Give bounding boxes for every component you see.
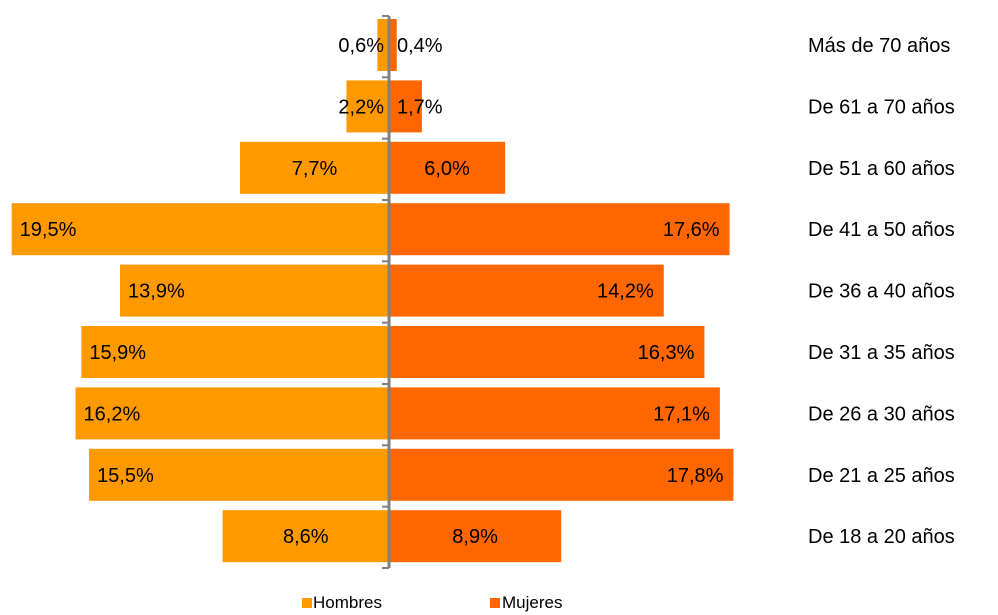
data-label-hombres-mas-de-70-anos: 0,6%: [338, 35, 384, 57]
bar-hombres-de-31-a-35-anos: [81, 326, 390, 378]
data-label-mujeres-de-31-a-35-anos: 16,3%: [638, 342, 695, 364]
data-label-mujeres-de-41-a-50-anos: 17,6%: [663, 219, 720, 241]
data-label-hombres-de-41-a-50-anos: 19,5%: [20, 219, 77, 241]
data-labels-layer: 0,6% 0,4% 2,2% 1,7% 7,7% 6,0% 19,5% 17,6% 13,9% 1…: [20, 35, 724, 548]
data-label-hombres-de-21-a-25-anos: 15,5%: [97, 465, 154, 487]
bar-mujeres-de-36-a-40-anos: [389, 264, 664, 317]
bar-mujeres-de-61-a-70-anos: [389, 80, 422, 133]
category-label-de-51-a-60-anos: De 51 a 60 años: [808, 158, 955, 180]
bar-hombres-de-61-a-70-anos: [346, 80, 389, 133]
bar-mujeres-de-18-a-20-anos: [389, 510, 562, 563]
legend-swatch-hombres: [302, 598, 312, 608]
bar-mujeres-de-51-a-60-anos: [389, 141, 506, 194]
data-label-mujeres-de-18-a-20-anos: 8,9%: [452, 526, 498, 548]
bar-hombres-de-18-a-20-anos: [222, 510, 389, 563]
category-label-de-21-a-25-anos: De 21 a 25 años: [808, 465, 955, 487]
data-label-hombres-de-51-a-60-anos: 7,7%: [292, 158, 338, 180]
data-label-mujeres-de-26-a-30-anos: 17,1%: [653, 403, 710, 425]
data-label-mujeres-de-36-a-40-anos: 14,2%: [597, 281, 654, 303]
data-label-mujeres-de-61-a-70-anos: 1,7%: [397, 96, 443, 118]
data-label-hombres-de-18-a-20-anos: 8,6%: [283, 526, 329, 548]
legend-label-hombres: Hombres: [313, 593, 382, 612]
category-label-de-26-a-30-anos: De 26 a 30 años: [808, 403, 955, 425]
bar-hombres-de-51-a-60-anos: [240, 141, 389, 194]
data-label-hombres-de-31-a-35-anos: 15,9%: [89, 342, 146, 364]
bar-hombres-de-21-a-25-anos: [89, 448, 389, 501]
bar-hombres-mas-de-70-anos: [377, 19, 389, 71]
legend-label-mujeres: Mujeres: [502, 593, 562, 612]
data-label-hombres-de-61-a-70-anos: 2,2%: [338, 96, 384, 118]
data-label-hombres-de-36-a-40-anos: 13,9%: [128, 281, 185, 303]
bars-layer: [11, 19, 734, 563]
bar-mujeres-mas-de-70-anos: [389, 19, 397, 71]
legend: Hombres Mujeres: [302, 593, 562, 612]
category-label-de-31-a-35-anos: De 31 a 35 años: [808, 342, 955, 364]
center-axis: [382, 15, 391, 569]
bar-hombres-de-41-a-50-anos: [11, 203, 390, 256]
bar-mujeres-de-31-a-35-anos: [389, 326, 705, 378]
category-label-de-41-a-50-anos: De 41 a 50 años: [808, 219, 955, 241]
data-label-hombres-de-26-a-30-anos: 16,2%: [84, 403, 141, 425]
data-label-mujeres-mas-de-70-anos: 0,4%: [397, 35, 443, 57]
bar-hombres-de-26-a-30-anos: [75, 387, 389, 440]
bar-mujeres-de-21-a-25-anos: [389, 448, 734, 501]
category-labels-layer: Más de 70 años De 61 a 70 años De 51 a 60 …: [808, 35, 955, 548]
legend-swatch-mujeres: [490, 598, 500, 608]
category-label-de-61-a-70-anos: De 61 a 70 años: [808, 96, 955, 118]
bar-mujeres-de-26-a-30-anos: [389, 387, 720, 440]
data-label-mujeres-de-21-a-25-anos: 17,8%: [667, 465, 724, 487]
category-label-de-36-a-40-anos: De 36 a 40 años: [808, 281, 955, 303]
category-label-de-18-a-20-anos: De 18 a 20 años: [808, 526, 955, 548]
bar-hombres-de-36-a-40-anos: [120, 264, 389, 317]
data-label-mujeres-de-51-a-60-anos: 6,0%: [424, 158, 470, 180]
bar-mujeres-de-41-a-50-anos: [389, 203, 730, 256]
category-label-mas-de-70-anos: Más de 70 años: [808, 35, 950, 57]
